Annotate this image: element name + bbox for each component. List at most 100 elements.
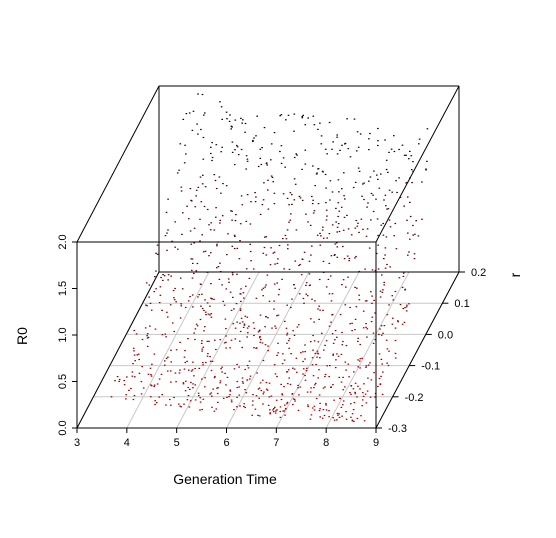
data-point	[350, 385, 352, 387]
data-point	[304, 344, 306, 346]
data-point	[273, 283, 276, 285]
data-point	[161, 394, 163, 396]
data-point	[354, 391, 356, 393]
data-point	[223, 304, 226, 306]
box-edge	[375, 271, 460, 429]
data-point	[125, 394, 127, 396]
data-point	[170, 349, 172, 351]
data-point	[315, 173, 318, 175]
data-point	[236, 396, 238, 398]
data-point	[336, 242, 338, 244]
data-point	[155, 402, 158, 404]
data-point	[298, 394, 300, 396]
data-point	[192, 361, 194, 363]
data-point	[154, 328, 157, 330]
data-point	[269, 413, 271, 415]
data-point	[343, 258, 346, 260]
data-point	[135, 333, 138, 335]
data-point	[208, 255, 210, 257]
data-point	[277, 314, 280, 316]
data-point	[204, 386, 206, 388]
data-point	[288, 338, 291, 340]
data-point	[341, 144, 343, 146]
data-point	[203, 330, 205, 332]
data-point	[298, 264, 300, 267]
data-point	[146, 335, 148, 337]
data-point	[283, 268, 285, 270]
data-point	[174, 246, 176, 248]
data-point	[194, 206, 197, 208]
data-point	[206, 355, 209, 357]
data-point	[263, 391, 265, 393]
data-point	[246, 336, 248, 338]
data-point	[193, 227, 196, 229]
data-point	[255, 135, 257, 137]
data-point	[223, 342, 226, 344]
data-point	[377, 268, 380, 270]
data-point	[236, 273, 238, 275]
data-point	[170, 361, 172, 363]
data-point	[211, 156, 214, 159]
data-point	[215, 348, 217, 351]
data-point	[357, 385, 359, 387]
data-point	[311, 357, 314, 359]
data-point	[231, 141, 234, 143]
data-point	[353, 371, 355, 373]
data-point	[235, 303, 238, 305]
data-point	[217, 387, 219, 389]
data-point	[371, 316, 374, 318]
data-point	[338, 416, 341, 418]
data-point	[376, 218, 379, 220]
data-point	[384, 247, 387, 249]
data-point	[215, 144, 218, 146]
data-point	[323, 349, 325, 351]
data-point	[355, 255, 357, 258]
data-point	[377, 385, 379, 388]
data-point	[391, 323, 394, 325]
data-point	[362, 310, 365, 312]
data-point	[380, 334, 383, 336]
data-point	[360, 218, 363, 220]
data-point	[256, 372, 258, 374]
data-point	[311, 203, 314, 205]
data-point	[136, 354, 139, 356]
data-point	[426, 160, 428, 162]
data-point	[246, 327, 249, 329]
data-point	[362, 395, 365, 397]
data-point	[390, 148, 393, 150]
data-point	[304, 351, 306, 353]
data-point	[191, 129, 194, 131]
data-point	[276, 315, 278, 317]
data-point	[271, 327, 273, 329]
data-point	[361, 357, 363, 359]
data-point	[199, 218, 201, 220]
data-point	[358, 360, 361, 362]
data-point	[202, 136, 205, 139]
data-point	[201, 340, 203, 342]
data-point	[244, 406, 246, 409]
data-point	[236, 144, 238, 147]
x-tick-label: 6	[223, 437, 229, 449]
data-point	[275, 327, 277, 329]
data-point	[193, 242, 195, 244]
data-point	[325, 404, 327, 406]
data-point	[349, 323, 351, 325]
data-point	[137, 353, 140, 355]
data-point	[219, 382, 221, 384]
data-point	[266, 274, 269, 276]
data-points	[110, 93, 429, 422]
data-point	[150, 375, 153, 377]
data-point	[328, 233, 331, 235]
data-point	[246, 379, 248, 381]
data-point	[255, 395, 258, 397]
data-point	[219, 219, 221, 221]
data-point	[186, 399, 189, 401]
data-point	[359, 388, 361, 390]
data-point	[227, 233, 229, 235]
data-point	[329, 365, 331, 367]
data-point	[292, 398, 295, 400]
data-point	[187, 300, 190, 302]
data-point	[233, 368, 236, 370]
data-point	[406, 304, 408, 306]
data-point	[343, 216, 346, 218]
